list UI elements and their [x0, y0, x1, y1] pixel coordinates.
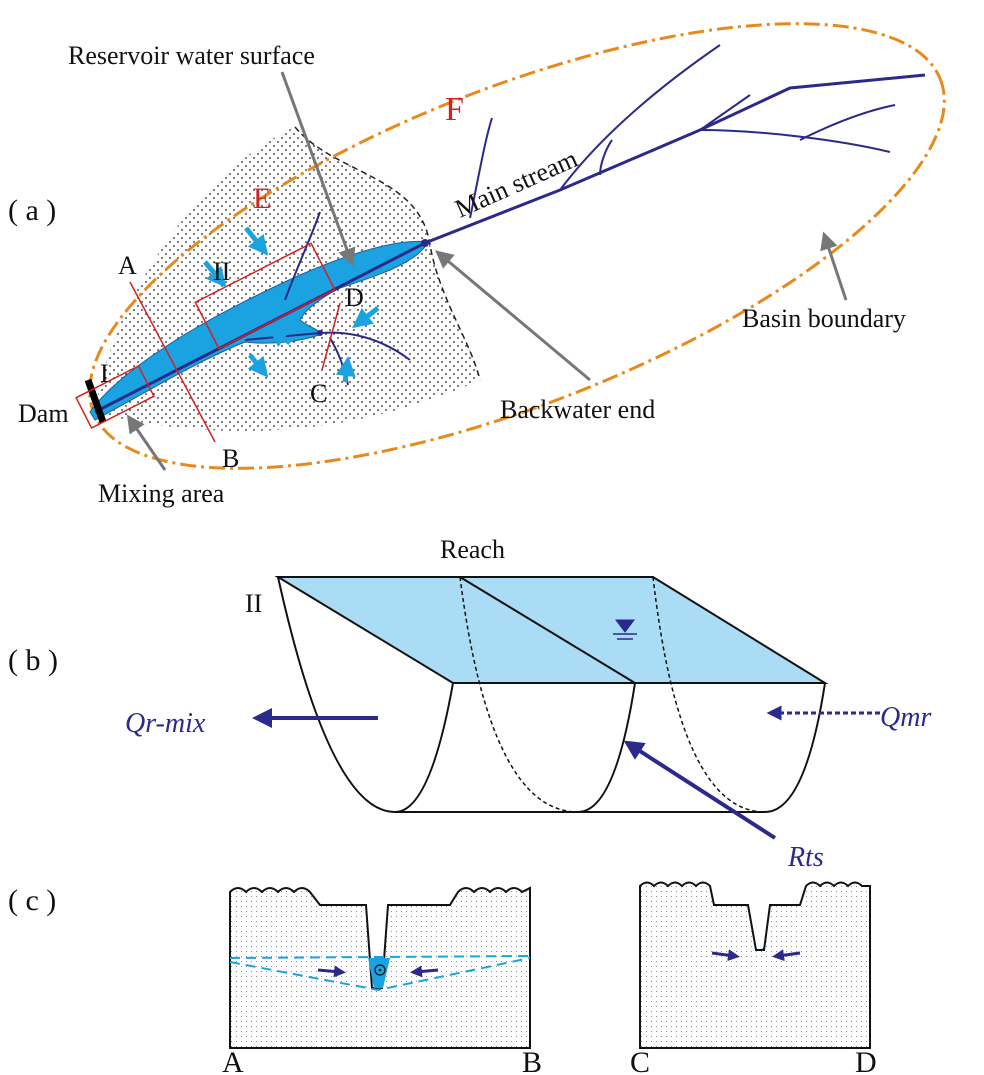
panel-b — [262, 577, 880, 838]
q-r-mix: Qr-mix — [125, 708, 206, 739]
reach-label: I — [100, 359, 109, 388]
zone-e: E — [253, 182, 271, 215]
zone-f: F — [445, 91, 464, 128]
streams-part — [800, 105, 895, 140]
reach-title: Reach — [440, 535, 505, 564]
tributary-arrow — [632, 746, 775, 838]
pointer-arrows-part — [132, 422, 165, 470]
dam-label: Dam — [18, 399, 69, 428]
section-end: B — [522, 1046, 542, 1075]
section-end: A — [222, 1046, 244, 1075]
streams-part — [700, 130, 890, 152]
panel-label: ( a ) — [8, 194, 56, 227]
streams-part — [700, 95, 750, 130]
section-end: C — [630, 1046, 650, 1075]
panel-label: ( b ) — [8, 644, 58, 677]
section-label: C — [310, 379, 327, 408]
backwater-point — [421, 239, 429, 247]
mixing-label: Mixing area — [98, 479, 225, 508]
q-mr: Qmr — [880, 702, 931, 733]
r-ts: Rts — [787, 842, 824, 873]
section-label: B — [222, 444, 239, 473]
panel-c-part — [379, 969, 382, 972]
reservoir-label: Reservoir water surface — [68, 41, 315, 70]
reach-label: II — [213, 257, 230, 286]
cross-section-cd — [640, 883, 870, 1049]
panel-b-part — [578, 683, 635, 812]
streams-part — [560, 45, 720, 190]
main-stream-label: Main stream — [451, 144, 582, 224]
panel-c-part-part — [318, 970, 340, 972]
section-label: II — [245, 589, 262, 618]
section-label: A — [118, 251, 137, 280]
section-end: D — [855, 1046, 877, 1075]
panel-a: ( a ) Reservoir water surface F E Main s… — [8, 0, 984, 560]
diagram: ( a ) Reservoir water surface F E Main s… — [0, 0, 984, 1075]
panel-c-part-part — [416, 970, 438, 972]
panel-label: ( c ) — [8, 884, 56, 917]
branch-point — [317, 330, 323, 336]
panel-b-part — [765, 683, 825, 812]
panel-c — [230, 883, 870, 1049]
backwater-label: Backwater end — [500, 395, 655, 424]
basin-label: Basin boundary — [742, 304, 906, 333]
water-surface — [278, 577, 825, 683]
section-label: D — [345, 283, 364, 312]
inflow-arrows-part — [345, 366, 347, 382]
